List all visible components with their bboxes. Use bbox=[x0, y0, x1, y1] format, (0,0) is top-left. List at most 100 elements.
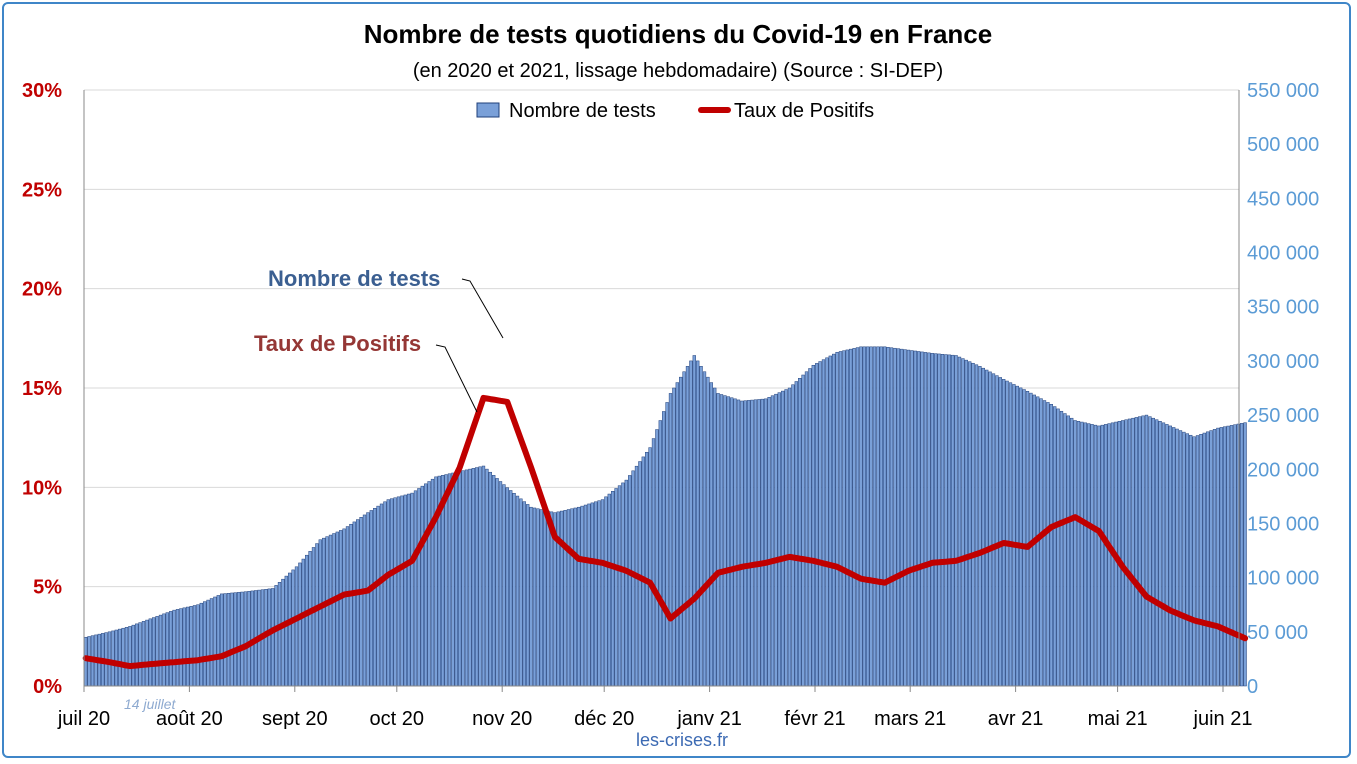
tests-bar bbox=[947, 354, 951, 687]
tests-bar bbox=[124, 627, 129, 687]
y-left-tick-label: 5% bbox=[33, 577, 62, 599]
tests-bar bbox=[189, 606, 193, 687]
tests-bar bbox=[1124, 419, 1128, 687]
tests-bar bbox=[390, 498, 394, 687]
tests-bar bbox=[305, 554, 309, 687]
tests-bar bbox=[961, 358, 965, 687]
tests-bar bbox=[893, 347, 897, 687]
legend-label-tests: Nombre de tests bbox=[509, 100, 656, 122]
tests-bar bbox=[801, 374, 805, 687]
tests-bar bbox=[985, 369, 989, 687]
tests-bar bbox=[917, 351, 921, 687]
tests-bar bbox=[318, 539, 322, 687]
tests-bar bbox=[998, 377, 1002, 687]
date-annotation: 14 juillet bbox=[124, 696, 176, 712]
tests-bar bbox=[723, 395, 727, 687]
x-tick-label: nov 20 bbox=[472, 708, 532, 730]
tests-bar bbox=[362, 514, 367, 687]
tests-bar bbox=[828, 355, 832, 687]
tests-bar bbox=[1019, 387, 1023, 687]
tests-bar bbox=[311, 547, 316, 687]
tests-bar bbox=[522, 501, 526, 687]
tests-bar bbox=[107, 631, 112, 687]
tests-bar bbox=[716, 393, 720, 687]
tests-bar bbox=[291, 569, 295, 687]
annotation-tests-label: Nombre de tests bbox=[268, 266, 440, 291]
tests-bar bbox=[1182, 431, 1186, 687]
y-left-tick-label: 20% bbox=[22, 279, 62, 301]
tests-bar bbox=[1175, 428, 1179, 687]
tests-bar bbox=[1134, 417, 1138, 687]
tests-bar bbox=[583, 504, 588, 687]
tests-bar bbox=[906, 349, 911, 687]
tests-bar bbox=[444, 474, 448, 687]
tests-bar bbox=[1104, 424, 1108, 687]
x-tick-label: févr 21 bbox=[784, 708, 845, 730]
tests-bar bbox=[679, 376, 683, 687]
tests-bar bbox=[815, 363, 819, 687]
tests-bar bbox=[352, 521, 356, 687]
tests-bar bbox=[883, 346, 887, 687]
tests-bar bbox=[889, 347, 894, 687]
tests-bar bbox=[787, 387, 792, 687]
tests-bar bbox=[699, 366, 703, 687]
tests-bar bbox=[1148, 416, 1152, 687]
annotation-positifs-leader bbox=[435, 344, 478, 413]
tests-bar bbox=[628, 475, 632, 687]
tests-bar bbox=[617, 485, 622, 687]
tests-bar bbox=[478, 466, 482, 687]
tests-bar bbox=[981, 367, 985, 687]
tests-bar bbox=[978, 366, 982, 687]
y-right-tick-label: 150 000 bbox=[1247, 513, 1319, 535]
tests-bar bbox=[563, 510, 567, 687]
tests-bar bbox=[726, 396, 730, 687]
tests-bar bbox=[1226, 425, 1230, 687]
tests-bar bbox=[179, 608, 183, 687]
tests-bar bbox=[192, 605, 197, 687]
tests-bar bbox=[226, 593, 231, 687]
legend: Nombre de tests Taux de Positifs bbox=[476, 100, 874, 122]
tests-bar bbox=[991, 373, 996, 687]
tests-bar bbox=[366, 512, 370, 687]
tests-bar bbox=[570, 508, 574, 687]
bar-series bbox=[84, 346, 1247, 687]
tests-bar bbox=[641, 456, 645, 687]
tests-bar bbox=[767, 397, 771, 687]
tests-bar bbox=[621, 482, 625, 687]
y-right-tick-label: 450 000 bbox=[1247, 188, 1319, 210]
tests-bar bbox=[277, 582, 282, 687]
tests-bar bbox=[651, 438, 656, 687]
tests-bar bbox=[910, 350, 914, 687]
tests-bar bbox=[505, 487, 509, 687]
tests-bar bbox=[753, 399, 758, 687]
tests-bar bbox=[1100, 424, 1104, 687]
tests-bar bbox=[702, 371, 707, 687]
tests-bar bbox=[393, 497, 397, 687]
tests-bar bbox=[396, 496, 401, 687]
tests-bar bbox=[1141, 415, 1145, 687]
tests-bar bbox=[709, 382, 713, 687]
tests-bar bbox=[1117, 421, 1121, 687]
tests-bar bbox=[971, 362, 975, 687]
tests-bar bbox=[964, 359, 968, 687]
tests-bar bbox=[532, 507, 537, 687]
tests-bar bbox=[733, 398, 737, 687]
tests-bar bbox=[808, 368, 812, 687]
tests-bar bbox=[492, 475, 496, 687]
tests-bar bbox=[900, 348, 904, 687]
tests-bar bbox=[777, 392, 781, 687]
tests-bar bbox=[220, 593, 224, 687]
y-right-tick-label: 250 000 bbox=[1247, 405, 1319, 427]
tests-bar bbox=[665, 402, 669, 687]
tests-bar bbox=[526, 504, 530, 687]
tests-bar bbox=[818, 361, 822, 687]
tests-bar bbox=[1144, 414, 1149, 687]
tests-bar bbox=[692, 355, 696, 687]
tests-bar bbox=[328, 534, 333, 687]
source-credit: les-crises.fr bbox=[636, 730, 728, 750]
tests-bar bbox=[284, 575, 288, 687]
tests-bar bbox=[301, 558, 305, 687]
tests-bar bbox=[359, 517, 363, 687]
tests-bar bbox=[543, 510, 547, 687]
